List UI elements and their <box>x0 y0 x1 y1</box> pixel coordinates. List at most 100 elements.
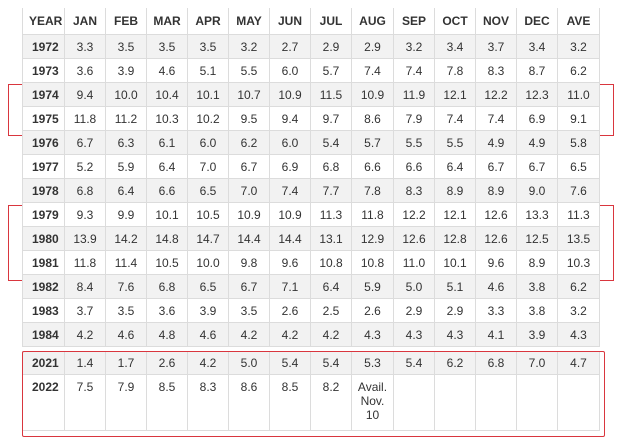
year-cell: 1972 <box>22 35 65 59</box>
highlight-bracket-left-1974-1975 <box>8 84 22 136</box>
value-cell: 9.6 <box>270 251 311 275</box>
value-cell: 7.9 <box>394 107 435 131</box>
value-cell: 3.9 <box>517 323 558 347</box>
value-cell: 5.7 <box>311 59 352 83</box>
value-cell: 7.5 <box>65 375 106 431</box>
value-cell: 4.6 <box>476 275 517 299</box>
value-cell: 6.7 <box>229 155 270 179</box>
value-cell <box>476 375 517 431</box>
value-cell: 6.2 <box>558 275 600 299</box>
column-header-jul: JUL <box>311 8 352 35</box>
table-row: 2021 1.4 1.7 2.6 4.2 5.0 5.4 5.4 5.3 5.4 6.2 6.8 7.0… <box>22 351 600 375</box>
table-row: 1984 4.2 4.6 4.8 4.6 4.2 4.2 4.2 4.3 4.3 4.3 4.1 3.9… <box>22 323 600 347</box>
value-cell: 13.9 <box>65 227 106 251</box>
table-row: 1976 6.7 6.3 6.1 6.0 6.2 6.0 5.4 5.7 5.5 5.5 4.9 4.9… <box>22 131 600 155</box>
value-cell: 10.1 <box>188 83 229 107</box>
value-cell: 3.3 <box>65 35 106 59</box>
value-cell: 8.3 <box>476 59 517 83</box>
value-cell <box>435 375 476 431</box>
value-cell: 12.6 <box>476 227 517 251</box>
value-cell: 4.3 <box>558 323 600 347</box>
value-cell: 3.2 <box>558 35 600 59</box>
value-cell: 2.5 <box>311 299 352 323</box>
value-cell: 11.8 <box>352 203 394 227</box>
table-row: 1978 6.8 6.4 6.6 6.5 7.0 7.4 7.7 7.8 8.3 8.9 8.9 9.0… <box>22 179 600 203</box>
value-cell: 7.8 <box>435 59 476 83</box>
year-cell: 1980 <box>22 227 65 251</box>
value-cell: 5.9 <box>352 275 394 299</box>
column-header-may: MAY <box>229 8 270 35</box>
value-cell: 6.7 <box>65 131 106 155</box>
value-cell: 12.9 <box>352 227 394 251</box>
value-cell: 10.7 <box>229 83 270 107</box>
value-cell: 6.7 <box>517 155 558 179</box>
value-cell: 3.9 <box>106 59 147 83</box>
year-cell: 1978 <box>22 179 65 203</box>
table-row: 1982 8.4 7.6 6.8 6.5 6.7 7.1 6.4 5.9 5.0 5.1 4.6 3.8… <box>22 275 600 299</box>
value-cell: 4.3 <box>394 323 435 347</box>
value-cell: 5.4 <box>270 351 311 375</box>
value-cell: 4.2 <box>65 323 106 347</box>
value-cell: 5.2 <box>65 155 106 179</box>
table-row: 1983 3.7 3.5 3.6 3.9 3.5 2.6 2.5 2.6 2.9 2.9 3.3 3.8… <box>22 299 600 323</box>
value-cell: 4.6 <box>147 59 188 83</box>
value-cell: 3.8 <box>517 299 558 323</box>
value-cell: 11.3 <box>311 203 352 227</box>
value-cell: 3.4 <box>435 35 476 59</box>
column-header-year: YEAR <box>22 8 65 35</box>
value-cell <box>558 375 600 431</box>
value-cell: 6.8 <box>147 275 188 299</box>
value-cell: 14.2 <box>106 227 147 251</box>
value-cell: 2.6 <box>270 299 311 323</box>
value-cell: 5.5 <box>229 59 270 83</box>
value-cell: 2.9 <box>352 35 394 59</box>
value-cell: 1.4 <box>65 351 106 375</box>
value-cell: 11.5 <box>311 83 352 107</box>
value-cell: 6.6 <box>394 155 435 179</box>
value-cell: 4.8 <box>147 323 188 347</box>
value-cell: 6.8 <box>311 155 352 179</box>
value-cell: 4.6 <box>188 323 229 347</box>
value-cell: 5.0 <box>394 275 435 299</box>
header-row: YEAR JAN FEB MAR APR MAY JUN JUL AUG SEP OCT NOV DEC… <box>22 8 600 35</box>
value-cell: 6.6 <box>352 155 394 179</box>
value-cell: 10.5 <box>188 203 229 227</box>
value-cell: 4.3 <box>435 323 476 347</box>
table-row: 1981 11.8 11.4 10.5 10.0 9.8 9.6 10.8 10.8 11.0 10… <box>22 251 600 275</box>
value-cell: 11.9 <box>394 83 435 107</box>
value-cell: 5.1 <box>435 275 476 299</box>
value-cell: 7.0 <box>517 351 558 375</box>
table-row: 1975 11.8 11.2 10.3 10.2 9.5 9.4 9.7 8.6 7.9 7.4 7.… <box>22 107 600 131</box>
value-cell: 7.4 <box>270 179 311 203</box>
value-cell: 6.4 <box>435 155 476 179</box>
value-cell: 10.9 <box>270 83 311 107</box>
value-cell: 3.5 <box>106 299 147 323</box>
value-cell: 10.1 <box>147 203 188 227</box>
value-cell <box>517 375 558 431</box>
table-row: 1974 9.4 10.0 10.4 10.1 10.7 10.9 11.5 10.9 11.9 1… <box>22 83 600 107</box>
value-cell: 14.4 <box>270 227 311 251</box>
value-cell: 4.9 <box>476 131 517 155</box>
year-cell: 1973 <box>22 59 65 83</box>
value-cell: 7.1 <box>270 275 311 299</box>
value-cell: 9.4 <box>65 83 106 107</box>
value-cell: 9.5 <box>229 107 270 131</box>
value-cell: 4.1 <box>476 323 517 347</box>
value-cell: 9.4 <box>270 107 311 131</box>
value-cell: 3.9 <box>188 299 229 323</box>
value-cell: 12.3 <box>517 83 558 107</box>
year-cell: 1974 <box>22 83 65 107</box>
value-cell: 10.4 <box>147 83 188 107</box>
value-cell: 10.0 <box>188 251 229 275</box>
value-cell: 8.9 <box>435 179 476 203</box>
column-header-dec: DEC <box>517 8 558 35</box>
value-cell: 6.5 <box>558 155 600 179</box>
value-cell: 8.5 <box>147 375 188 431</box>
value-cell: 14.4 <box>229 227 270 251</box>
year-cell: 1977 <box>22 155 65 179</box>
column-header-sep: SEP <box>394 8 435 35</box>
value-cell: 5.4 <box>311 351 352 375</box>
value-cell: 2.7 <box>270 35 311 59</box>
value-cell: 8.4 <box>65 275 106 299</box>
value-cell: 8.6 <box>229 375 270 431</box>
